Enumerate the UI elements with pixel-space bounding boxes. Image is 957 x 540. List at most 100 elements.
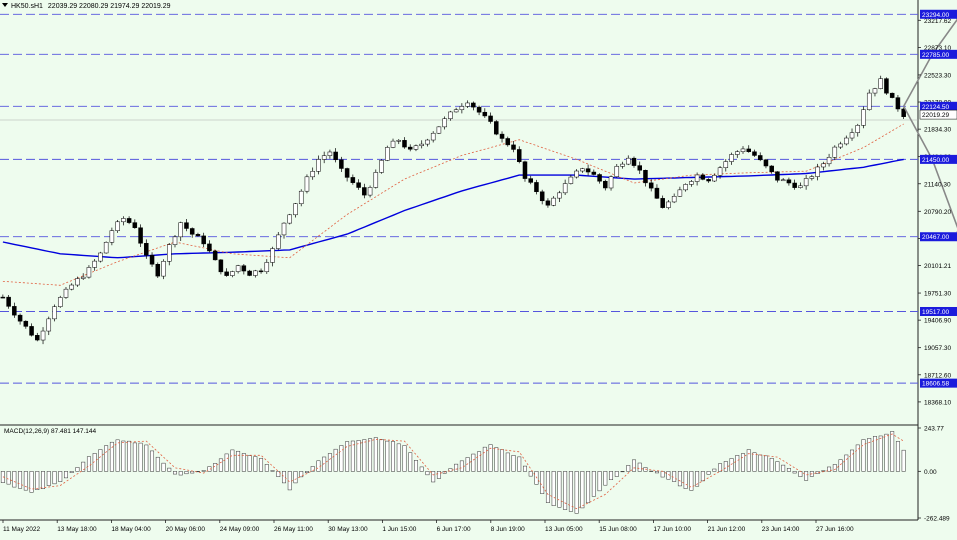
macd-bar bbox=[132, 442, 137, 472]
candle-body bbox=[195, 234, 201, 237]
macd-bar bbox=[419, 466, 424, 472]
candle-body bbox=[17, 314, 23, 322]
macd-bar bbox=[804, 471, 809, 481]
candle-body bbox=[29, 326, 34, 336]
macd-bar bbox=[178, 471, 183, 476]
candle-body bbox=[80, 276, 86, 279]
macd-bar bbox=[769, 457, 774, 472]
candle-body bbox=[545, 200, 551, 206]
candle-body bbox=[126, 218, 132, 223]
candle-body bbox=[390, 140, 396, 148]
macd-bar bbox=[528, 471, 533, 477]
candle-body bbox=[276, 234, 281, 249]
macd-bar bbox=[861, 439, 866, 472]
current-price-label: 22019.29 bbox=[922, 112, 949, 119]
level-label: 20467.00 bbox=[922, 234, 949, 241]
macd-bar bbox=[373, 437, 378, 472]
macd-bar bbox=[557, 471, 562, 508]
candle-body bbox=[654, 187, 660, 199]
macd-bar bbox=[775, 461, 780, 472]
candle-body bbox=[402, 140, 407, 148]
macd-bar bbox=[511, 455, 516, 472]
price-tick-label: 22873.10 bbox=[924, 45, 951, 52]
macd-bar bbox=[471, 453, 476, 472]
time-axis-label: 20 May 06:00 bbox=[166, 526, 206, 533]
macd-bar bbox=[104, 445, 109, 472]
level-label-box bbox=[920, 49, 957, 59]
candle-body bbox=[138, 227, 143, 244]
time-axis-label: 23 Jun 14:00 bbox=[762, 526, 800, 533]
candle-body bbox=[792, 182, 797, 188]
macd-bar bbox=[23, 471, 28, 491]
candle-body bbox=[115, 221, 120, 231]
candle-body bbox=[712, 175, 717, 182]
macd-bar bbox=[781, 464, 786, 472]
macd-bar bbox=[431, 471, 436, 483]
macd-bar bbox=[86, 456, 91, 472]
macd-bar bbox=[500, 449, 505, 472]
macd-bar bbox=[259, 458, 264, 472]
candle-body bbox=[494, 121, 499, 135]
time-axis-label: 1 Jun 15:00 bbox=[382, 526, 416, 533]
macd-bar bbox=[591, 471, 596, 497]
macd-bar bbox=[706, 471, 711, 475]
level-label: 21450.00 bbox=[922, 157, 949, 164]
macd-bar bbox=[253, 456, 258, 472]
time-axis-label: 15 Jun 08:00 bbox=[599, 526, 637, 533]
candle-body bbox=[849, 132, 855, 139]
candle-body bbox=[367, 187, 373, 196]
candle-body bbox=[706, 179, 711, 182]
candle-body bbox=[385, 147, 390, 161]
macd-bar bbox=[322, 456, 327, 472]
level-label: 22785.00 bbox=[922, 52, 949, 59]
candle-body bbox=[522, 161, 528, 179]
macd-bar bbox=[293, 471, 298, 484]
macd-axis-ticks: 243.77 0.00 -262.489 bbox=[918, 426, 950, 523]
candle-body bbox=[442, 118, 447, 128]
candle-body bbox=[775, 171, 780, 181]
macd-bar bbox=[649, 470, 654, 472]
macd-bar bbox=[586, 471, 591, 504]
macd-bar bbox=[666, 471, 671, 480]
candle-body bbox=[396, 140, 402, 142]
macd-bar bbox=[723, 461, 728, 472]
level-lines bbox=[0, 13, 918, 384]
candle-body bbox=[161, 261, 166, 277]
macd-bar bbox=[454, 463, 459, 472]
macd-bar bbox=[201, 470, 206, 472]
macd-bar bbox=[425, 471, 430, 476]
level-label: 19517.00 bbox=[922, 309, 949, 316]
candle-body bbox=[763, 159, 769, 167]
price-tick-label: 23217.62 bbox=[924, 18, 951, 25]
macd-bar bbox=[758, 454, 763, 472]
macd-bar bbox=[167, 467, 172, 472]
candle-body bbox=[505, 138, 511, 146]
time-axis-label: 26 May 11:00 bbox=[274, 526, 313, 533]
candle-body bbox=[488, 115, 493, 122]
candle-body bbox=[471, 102, 476, 108]
macd-bar bbox=[218, 458, 223, 472]
candle-body bbox=[769, 165, 774, 172]
candle-body bbox=[224, 271, 229, 276]
dropdown-triangle-icon[interactable] bbox=[2, 3, 8, 7]
level-label: 23294.00 bbox=[922, 12, 949, 19]
candle-body bbox=[826, 157, 832, 165]
candle-body bbox=[212, 250, 218, 261]
macd-bar bbox=[402, 445, 407, 472]
macd-bar bbox=[282, 471, 286, 484]
macd-bar bbox=[695, 471, 700, 487]
macd-bar bbox=[741, 453, 745, 472]
macd-bar bbox=[574, 471, 579, 514]
candle-body bbox=[723, 161, 729, 168]
price-tick-label: 19057.30 bbox=[924, 345, 951, 352]
candle-body bbox=[287, 214, 293, 224]
macd-bar bbox=[58, 471, 63, 482]
candle-body bbox=[689, 181, 694, 185]
candle-body bbox=[144, 243, 149, 256]
macd-bar bbox=[138, 442, 143, 472]
candle-body bbox=[270, 248, 275, 263]
macd-bar bbox=[304, 471, 309, 473]
candle-body bbox=[121, 218, 126, 223]
candle-body bbox=[339, 159, 344, 169]
